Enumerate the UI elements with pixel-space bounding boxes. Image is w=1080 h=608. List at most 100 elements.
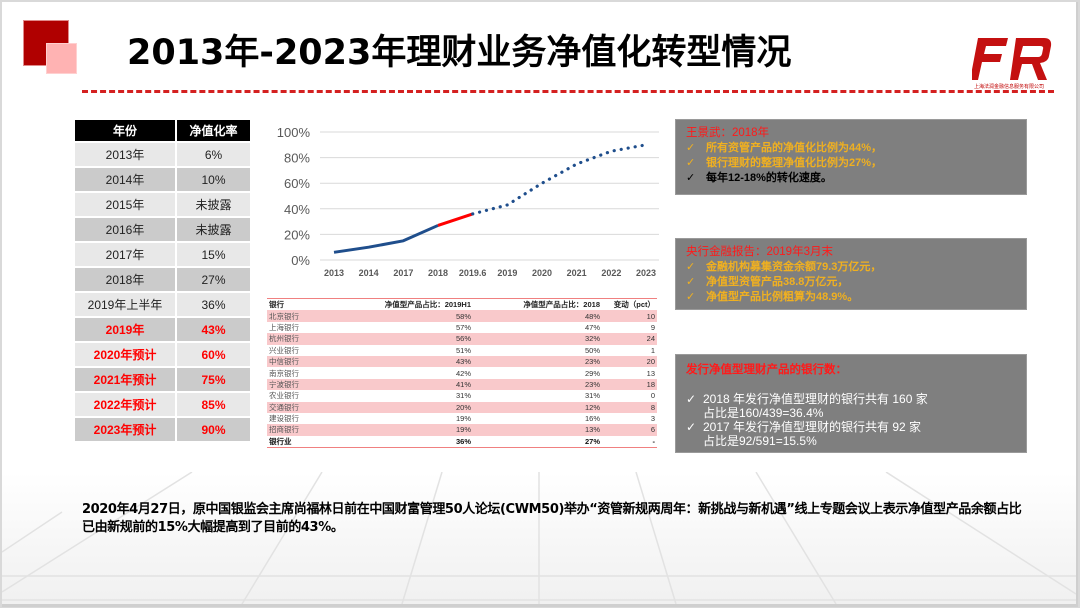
header-change: 变动（pct） <box>613 300 655 310</box>
table-row: 上海银行 57% 47% 9 <box>267 322 657 333</box>
table-row: 南京银行 42% 29% 13 <box>267 367 657 378</box>
header-2019h1: 净值型产品占比：2019H1 <box>384 300 471 310</box>
share-2018-cell: 13% <box>584 425 600 435</box>
year-cell: 2015年 <box>75 193 175 216</box>
rate-cell: 75% <box>177 368 250 391</box>
share-2019h1-cell: 19% <box>455 425 471 435</box>
year-cell: 2017年 <box>75 243 175 266</box>
box-item: ✓ 净值型产品比例粗算为48.9%。 <box>686 290 1016 305</box>
y-tick-label: 80% <box>284 151 310 166</box>
box-item: ✓ 2018 年发行净值型理财的银行共有 160 家 <box>686 392 1016 406</box>
box-item-text: 2018 年发行净值型理财的银行共有 160 家 <box>703 392 928 406</box>
net-value-rate-table: 年份 净值化率 2013年 6% 2014年 10% 2015年 未披露 2016年未… <box>73 118 252 443</box>
bank-name-cell: 杭州银行 <box>269 334 299 344</box>
info-box-bank-count: 发行净值型理财产品的银行数： ✓ 2018 年发行净值型理财的银行共有 160 家… <box>675 354 1027 453</box>
box-item-text: 金融机构募集资金余额79.3万亿元， <box>706 261 882 273</box>
x-tick-label: 2019.6 <box>459 268 487 278</box>
rate-cell: 10% <box>177 168 250 191</box>
change-cell: 24 <box>646 334 655 344</box>
share-2019h1-cell: 51% <box>455 345 471 355</box>
change-cell: 10 <box>646 311 655 321</box>
page-title: 2013年-2023年理财业务净值化转型情况 <box>127 33 792 73</box>
check-icon: ✓ <box>686 142 696 154</box>
share-2019h1-cell: 19% <box>455 414 471 424</box>
rate-cell: 未披露 <box>177 193 250 216</box>
info-box-wang-jingwu: 王景武：2018年 ✓ 所有资管产品的净值化比例为44%， ✓ 银行理财的整理净值化… <box>675 119 1027 195</box>
table-row: 2016年 未披露 <box>75 218 250 241</box>
share-2019h1-cell: 56% <box>455 334 471 344</box>
year-cell: 2013年 <box>75 143 175 166</box>
rate-cell: 6% <box>177 143 250 166</box>
share-2018-cell: 16% <box>584 414 600 424</box>
share-2019h1-cell: 20% <box>455 402 471 412</box>
table-row: 招商银行 19% 13% 6 <box>267 424 657 436</box>
line-segment-forecast <box>471 143 648 216</box>
box-item: ✓ 净值型资管产品38.8万亿元， <box>686 275 1016 290</box>
rate-cell: 15% <box>177 243 250 266</box>
table-row: 宁波银行 41% 23% 18 <box>267 378 657 391</box>
x-tick-label: 2014 <box>359 268 379 278</box>
table-row: 北京银行 58% 48% 10 <box>267 310 657 322</box>
table-row-total: 银行业 36% 27% - <box>267 435 657 449</box>
share-2018-cell: 29% <box>584 368 600 378</box>
y-tick-label: 0% <box>291 253 310 268</box>
check-icon: ✓ <box>686 172 696 184</box>
y-tick-label: 40% <box>284 202 310 217</box>
box-item: ✓ 金融机构募集资金余额79.3万亿元， <box>686 260 1016 275</box>
year-cell: 2019年上半年 <box>75 293 175 316</box>
check-icon: ✓ <box>686 392 697 406</box>
table-row: 建设银行 19% 16% 3 <box>267 413 657 424</box>
box-heading: 发行净值型理财产品的银行数： <box>686 364 847 376</box>
y-tick-label: 100% <box>277 125 311 140</box>
table-row-forecast: 2022年预计 85% <box>75 393 250 416</box>
table-row: 杭州银行 56% 32% 24 <box>267 333 657 345</box>
y-tick-label: 20% <box>284 227 310 242</box>
box-item-text: 净值型资管产品38.8万亿元， <box>706 276 849 288</box>
x-tick-label: 2013 <box>324 268 344 278</box>
bank-name-cell: 上海银行 <box>269 322 299 332</box>
table-row: 2013年 6% <box>75 143 250 166</box>
box-item-text: 2017 年发行净值型理财的银行共有 92 家 <box>703 420 922 434</box>
change-cell: 13 <box>646 368 655 378</box>
header-rate: 净值化率 <box>177 120 250 141</box>
share-2018-cell: 48% <box>584 311 600 321</box>
check-icon: ✓ <box>686 420 697 434</box>
share-2018-cell: 32% <box>584 334 600 344</box>
change-cell: 18 <box>646 379 655 389</box>
share-2019h1-cell: 43% <box>455 357 471 367</box>
bank-name-cell: 宁波银行 <box>269 379 299 389</box>
title-divider <box>82 90 1054 93</box>
header-year: 年份 <box>75 120 175 141</box>
table-row: 交通银行 20% 12% 8 <box>267 401 657 413</box>
change-cell: 3 <box>650 414 655 424</box>
line-segment-actual <box>333 224 439 254</box>
x-tick-label: 2020 <box>532 268 552 278</box>
box-item: ✓ 每年12-18%的转化速度。 <box>686 171 1016 186</box>
box-item: ✓ 2017 年发行净值型理财的银行共有 92 家 <box>686 420 1016 434</box>
share-2019h1-cell: 57% <box>455 322 471 332</box>
box-item-sub: 占比是160/439=36.4% <box>703 406 824 420</box>
x-tick-label: 2022 <box>601 268 621 278</box>
x-tick-label: 2019 <box>497 268 517 278</box>
year-cell: 2020年预计 <box>75 343 175 366</box>
table-row: 农业银行 31% 31% 0 <box>267 390 657 401</box>
y-tick-label: 60% <box>284 176 310 191</box>
check-icon: ✓ <box>686 276 696 288</box>
share-2019h1-cell: 36% <box>369 435 473 449</box>
header-2018: 净值型产品占比：2018 <box>523 300 600 310</box>
change-cell: 8 <box>650 402 655 412</box>
table-row-forecast: 2023年预计 90% <box>75 418 250 441</box>
logo-subtitle: 上海法润金融信息服务有限公司 <box>974 84 1045 90</box>
share-2019h1-cell: 31% <box>455 391 471 401</box>
change-cell: 20 <box>646 357 655 367</box>
change-cell: 0 <box>650 391 655 401</box>
footer-note: 2020年4月27日，原中国银监会主席尚福林日前在中国财富管理50人论坛(CWM… <box>82 502 1022 535</box>
table-row-forecast: 2020年预计 60% <box>75 343 250 366</box>
bank-name-cell: 中信银行 <box>269 357 299 367</box>
share-2018-cell: 31% <box>584 391 600 401</box>
year-cell: 2019年 <box>75 318 175 341</box>
line-segment-actual-2019H1 <box>437 212 474 227</box>
share-2019h1-cell: 42% <box>455 368 471 378</box>
box-item-text: 净值型产品比例粗算为48.9%。 <box>706 291 859 303</box>
year-cell: 2018年 <box>75 268 175 291</box>
